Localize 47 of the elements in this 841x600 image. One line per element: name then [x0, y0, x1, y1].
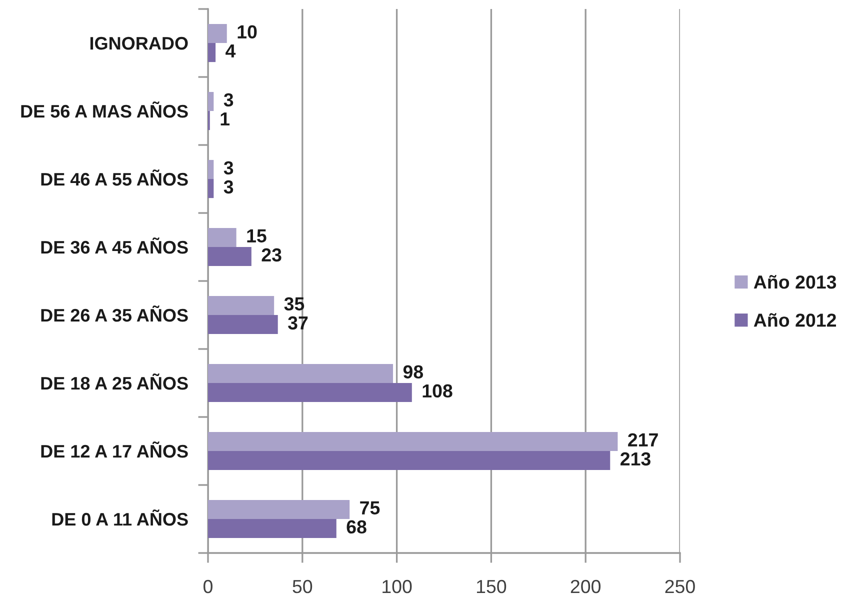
bar [208, 92, 214, 111]
data-label: 3 [224, 161, 234, 175]
y-tick-label: DE 56 A MAS AÑOS [21, 101, 188, 118]
data-label: 68 [346, 520, 366, 534]
y-tick-label: DE 0 A 11 AÑOS [52, 509, 188, 526]
bar [208, 43, 216, 62]
x-tick-label: 100 [382, 580, 412, 594]
bar [208, 383, 412, 402]
data-label: 35 [284, 297, 304, 311]
x-tick-label: 250 [665, 580, 695, 594]
legend-label: Año 2013 [754, 275, 836, 289]
x-tick-label: 50 [292, 580, 312, 594]
x-tick-label: 150 [476, 580, 506, 594]
data-label: 4 [226, 44, 236, 58]
y-tick-label: DE 46 A 55 AÑOS [41, 169, 188, 186]
bar [208, 315, 278, 334]
x-tick-label: 0 [204, 580, 212, 594]
data-label: 10 [238, 25, 257, 39]
bar [208, 296, 274, 315]
bar [208, 364, 394, 383]
data-label: 75 [360, 501, 380, 515]
y-tick-label: DE 18 A 25 AÑOS [41, 373, 188, 390]
bar [208, 432, 618, 451]
bar [208, 500, 350, 519]
bar [208, 160, 214, 179]
y-tick-label: DE 36 A 45 AÑOS [41, 237, 188, 254]
data-label: 3 [224, 93, 234, 107]
bar [208, 228, 236, 247]
data-label: 98 [403, 365, 424, 379]
data-label: 213 [620, 452, 650, 466]
bar [208, 24, 227, 43]
bar [208, 179, 214, 198]
bar [208, 519, 336, 538]
legend-label: Año 2012 [754, 313, 836, 327]
data-label: 108 [422, 384, 452, 398]
data-label: 23 [262, 248, 282, 262]
bar [208, 247, 252, 266]
data-label: 3 [224, 180, 234, 194]
y-tick-label: DE 12 A 17 AÑOS [41, 441, 188, 458]
data-label: 1 [220, 112, 230, 126]
data-label: 37 [288, 316, 308, 330]
bar [208, 451, 610, 470]
x-tick-label: 200 [570, 580, 601, 594]
y-tick-label: DE 26 A 35 AÑOS [41, 305, 188, 322]
y-tick-label: IGNORADO [90, 36, 188, 50]
data-label: 15 [247, 229, 266, 243]
data-label: 217 [628, 433, 658, 446]
